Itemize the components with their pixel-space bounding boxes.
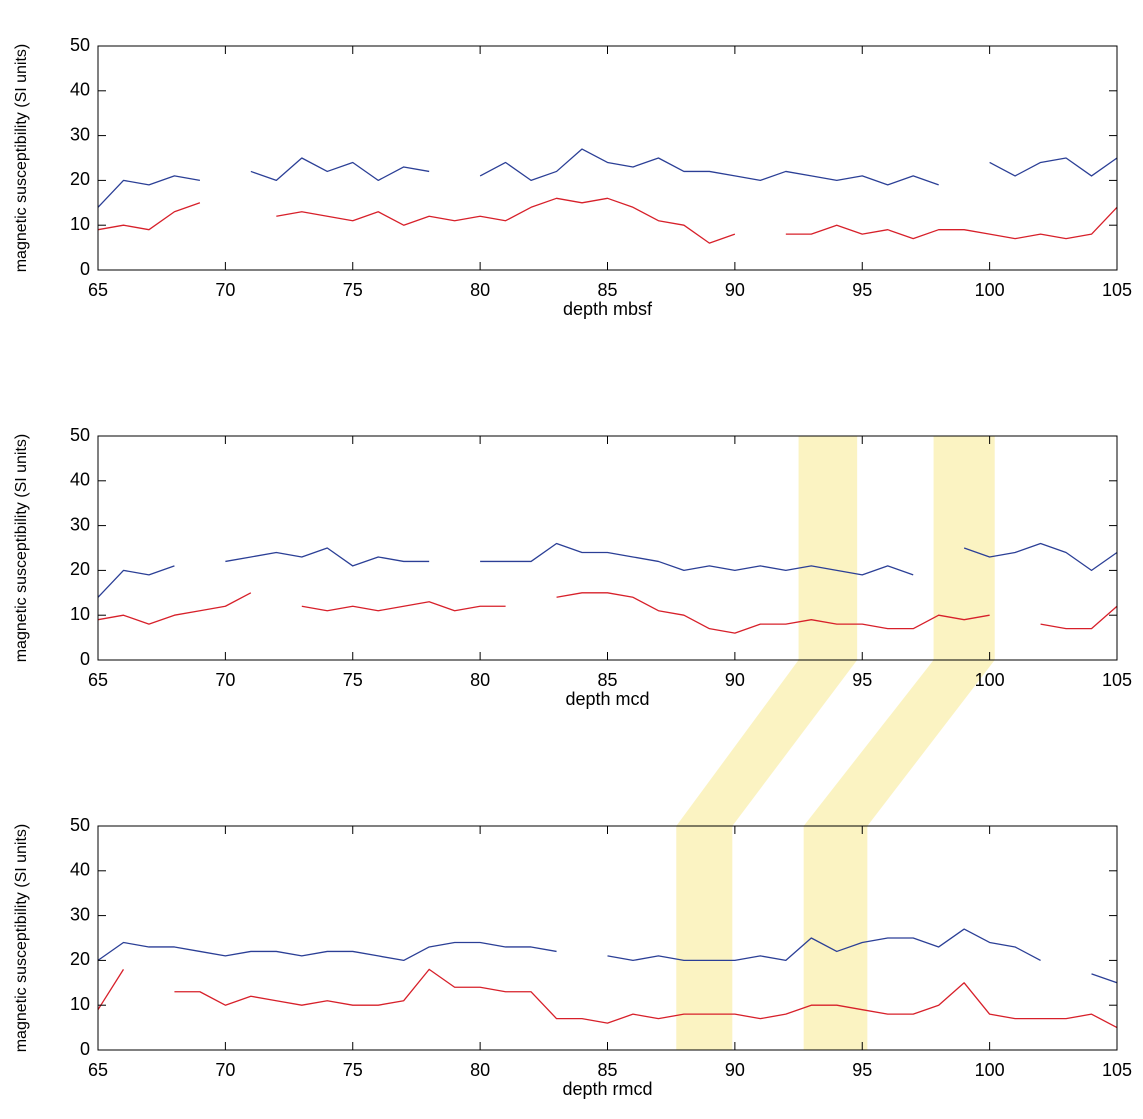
- panel: 65 70 75 80 85 90 95 100 105 0 10 20 30 40 50 depth mbs…: [13, 35, 1132, 319]
- x-axis-label: depth mbsf: [563, 299, 653, 319]
- y-tick-label: 50: [70, 425, 90, 445]
- x-tick-label: 70: [215, 670, 235, 690]
- y-tick-label: 30: [70, 124, 90, 144]
- data-line: [97, 542, 1118, 598]
- y-tick-label: 0: [80, 1039, 90, 1059]
- x-tick-label: 95: [852, 670, 872, 690]
- highlight-band: [803, 826, 868, 1050]
- panel: 65 70 75 80 85 90 95 100 105 0 10 20 30 40 50 depth mcd…: [13, 425, 1132, 709]
- x-tick-label: 70: [215, 1060, 235, 1080]
- data-line: [97, 592, 1118, 634]
- x-tick-label: 105: [1102, 280, 1132, 300]
- y-tick-label: 40: [70, 860, 90, 880]
- plot-frame: [97, 825, 1118, 1051]
- highlight-band: [798, 436, 858, 660]
- y-tick-label: 40: [70, 80, 90, 100]
- y-tick-label: 0: [80, 649, 90, 669]
- x-tick-label: 85: [597, 670, 617, 690]
- x-tick-label: 75: [343, 280, 363, 300]
- x-tick-label: 70: [215, 280, 235, 300]
- data-line: [97, 148, 1118, 208]
- y-tick-label: 10: [70, 604, 90, 624]
- plot-frame: [97, 45, 1118, 271]
- x-tick-label: 75: [343, 670, 363, 690]
- y-tick-label: 10: [70, 994, 90, 1014]
- y-tick-label: 20: [70, 559, 90, 579]
- data-line: [97, 968, 1118, 1029]
- x-tick-label: 105: [1102, 670, 1132, 690]
- x-tick-label: 85: [597, 1060, 617, 1080]
- y-axis-label: magnetic susceptibility (SI units): [13, 434, 30, 663]
- y-tick-label: 10: [70, 214, 90, 234]
- x-tick-label: 105: [1102, 1060, 1132, 1080]
- x-tick-label: 90: [725, 670, 745, 690]
- band-connector: [803, 660, 995, 826]
- x-axis-label: depth rmcd: [562, 1079, 652, 1099]
- y-tick-label: 50: [70, 35, 90, 55]
- x-tick-label: 90: [725, 280, 745, 300]
- y-tick-label: 20: [70, 949, 90, 969]
- x-tick-label: 75: [343, 1060, 363, 1080]
- data-line: [97, 197, 1118, 244]
- y-tick-label: 0: [80, 259, 90, 279]
- x-tick-label: 65: [88, 280, 108, 300]
- y-axis-label: magnetic susceptibility (SI units): [13, 824, 30, 1053]
- x-tick-label: 100: [975, 670, 1005, 690]
- y-tick-label: 50: [70, 815, 90, 835]
- y-tick-label: 40: [70, 470, 90, 490]
- x-tick-label: 65: [88, 670, 108, 690]
- x-tick-label: 85: [597, 280, 617, 300]
- x-tick-label: 90: [725, 1060, 745, 1080]
- band-layer: [676, 436, 995, 1050]
- y-axis-label: magnetic susceptibility (SI units): [13, 44, 30, 273]
- x-tick-label: 80: [470, 670, 490, 690]
- x-tick-label: 100: [975, 280, 1005, 300]
- x-tick-label: 95: [852, 1060, 872, 1080]
- panel: 65 70 75 80 85 90 95 100 105 0 10 20 30 40 50 depth rmc…: [13, 815, 1132, 1099]
- x-tick-label: 95: [852, 280, 872, 300]
- y-tick-label: 30: [70, 904, 90, 924]
- x-tick-label: 80: [470, 1060, 490, 1080]
- x-axis-label: depth mcd: [565, 689, 649, 709]
- x-tick-label: 100: [975, 1060, 1005, 1080]
- data-line: [97, 928, 1118, 984]
- band-connector: [676, 660, 858, 826]
- highlight-band: [676, 826, 733, 1050]
- y-tick-label: 30: [70, 514, 90, 534]
- y-tick-label: 20: [70, 169, 90, 189]
- x-tick-label: 65: [88, 1060, 108, 1080]
- x-tick-label: 80: [470, 280, 490, 300]
